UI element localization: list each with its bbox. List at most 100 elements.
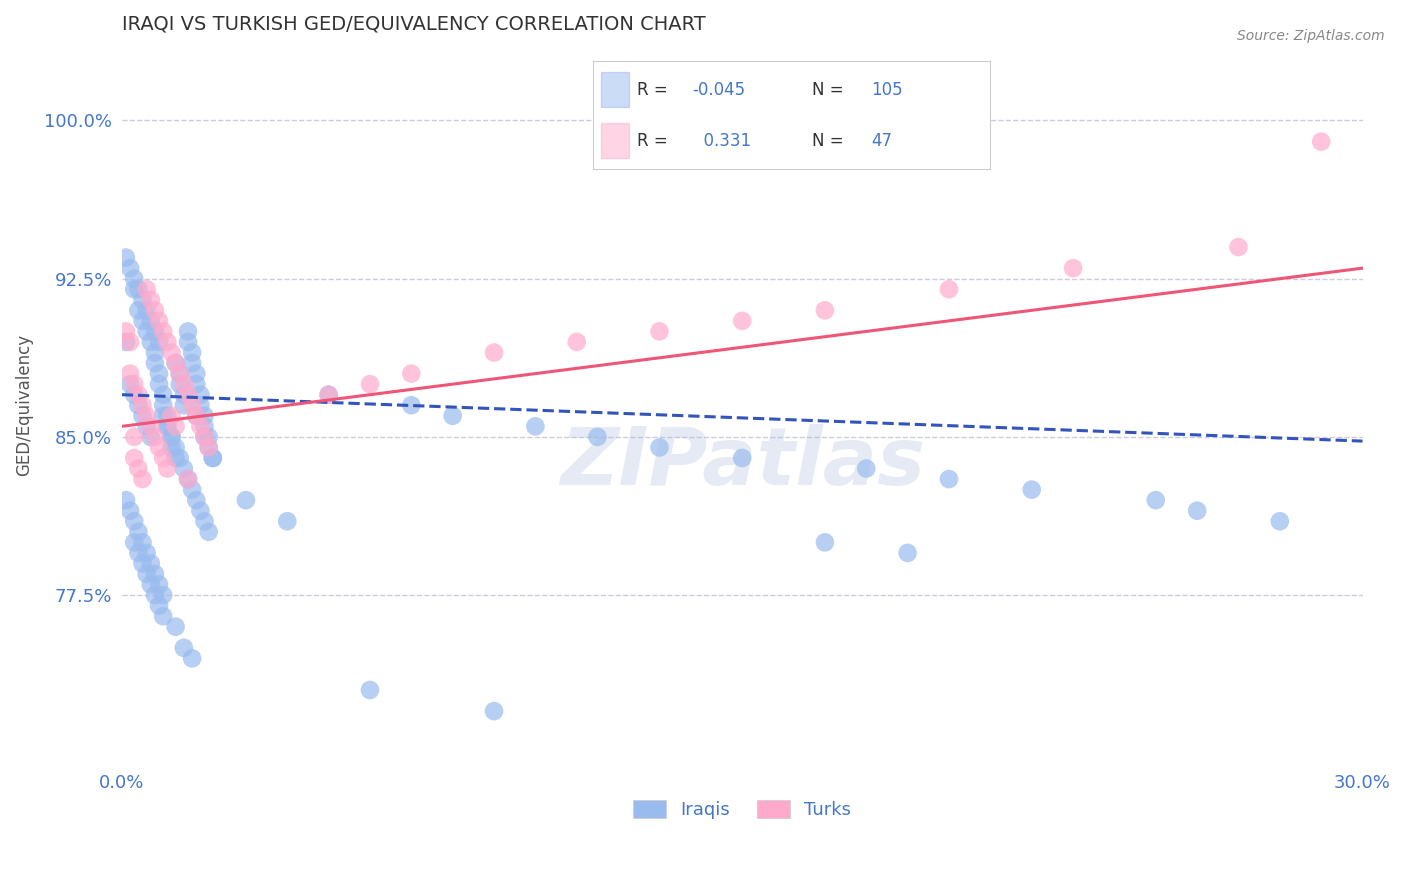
Point xyxy=(160,345,183,359)
Point xyxy=(156,461,179,475)
Point xyxy=(565,334,588,349)
Point xyxy=(160,409,183,423)
Point xyxy=(177,472,200,486)
Point xyxy=(197,441,219,455)
Point xyxy=(173,640,195,655)
Point xyxy=(197,430,219,444)
Point xyxy=(120,334,142,349)
Point xyxy=(193,430,215,444)
Point xyxy=(165,620,187,634)
Point xyxy=(131,557,153,571)
Point xyxy=(135,566,157,581)
Point xyxy=(318,387,340,401)
Point xyxy=(160,430,183,444)
Point xyxy=(127,461,149,475)
Point xyxy=(148,314,170,328)
Point xyxy=(115,334,138,349)
Point xyxy=(731,314,754,328)
Point xyxy=(169,367,191,381)
Point xyxy=(276,514,298,528)
Point xyxy=(148,577,170,591)
Point xyxy=(148,334,170,349)
Point xyxy=(131,293,153,307)
Point xyxy=(190,504,212,518)
Point xyxy=(177,325,200,339)
Point xyxy=(152,450,174,465)
Point xyxy=(152,398,174,412)
Point xyxy=(143,303,166,318)
Point xyxy=(165,450,187,465)
Point xyxy=(115,493,138,508)
Point xyxy=(731,450,754,465)
Point xyxy=(160,430,183,444)
Point xyxy=(1021,483,1043,497)
Text: ZIPatlas: ZIPatlas xyxy=(560,424,925,501)
Point xyxy=(120,367,142,381)
Point xyxy=(938,282,960,296)
Point xyxy=(156,334,179,349)
Point xyxy=(131,472,153,486)
Point xyxy=(235,493,257,508)
Point xyxy=(131,409,153,423)
Point xyxy=(120,377,142,392)
Point xyxy=(814,303,837,318)
Point xyxy=(115,251,138,265)
Point xyxy=(122,282,145,296)
Point xyxy=(152,609,174,624)
Point xyxy=(524,419,547,434)
Point xyxy=(197,524,219,539)
Point xyxy=(152,409,174,423)
Point xyxy=(165,356,187,370)
Point xyxy=(441,409,464,423)
Point xyxy=(177,334,200,349)
Point xyxy=(173,387,195,401)
Point xyxy=(181,483,204,497)
Point xyxy=(186,409,208,423)
Point xyxy=(1310,135,1333,149)
Point xyxy=(648,325,671,339)
Point xyxy=(152,588,174,602)
Point xyxy=(1062,261,1084,276)
Point xyxy=(318,387,340,401)
Point xyxy=(193,409,215,423)
Point xyxy=(139,334,162,349)
Point xyxy=(143,356,166,370)
Point xyxy=(156,419,179,434)
Point xyxy=(139,314,162,328)
Point xyxy=(120,261,142,276)
Point xyxy=(586,430,609,444)
Point xyxy=(193,514,215,528)
Point xyxy=(401,398,423,412)
Point xyxy=(135,409,157,423)
Point xyxy=(1185,504,1208,518)
Point xyxy=(173,461,195,475)
Point xyxy=(127,303,149,318)
Point xyxy=(127,282,149,296)
Point xyxy=(120,504,142,518)
Point xyxy=(148,441,170,455)
Point xyxy=(186,367,208,381)
Point xyxy=(648,441,671,455)
Point xyxy=(127,546,149,560)
Point xyxy=(143,566,166,581)
Point xyxy=(897,546,920,560)
Point xyxy=(177,387,200,401)
Point xyxy=(173,377,195,392)
Point xyxy=(122,514,145,528)
Point xyxy=(359,377,381,392)
Point xyxy=(193,419,215,434)
Point xyxy=(814,535,837,549)
Point xyxy=(165,419,187,434)
Point xyxy=(160,441,183,455)
Point xyxy=(190,419,212,434)
Point xyxy=(127,398,149,412)
Point xyxy=(135,546,157,560)
Point xyxy=(127,387,149,401)
Point xyxy=(181,651,204,665)
Point xyxy=(186,409,208,423)
Text: Source: ZipAtlas.com: Source: ZipAtlas.com xyxy=(1237,29,1385,43)
Point xyxy=(181,345,204,359)
Point xyxy=(135,419,157,434)
Point xyxy=(197,441,219,455)
Point xyxy=(173,398,195,412)
